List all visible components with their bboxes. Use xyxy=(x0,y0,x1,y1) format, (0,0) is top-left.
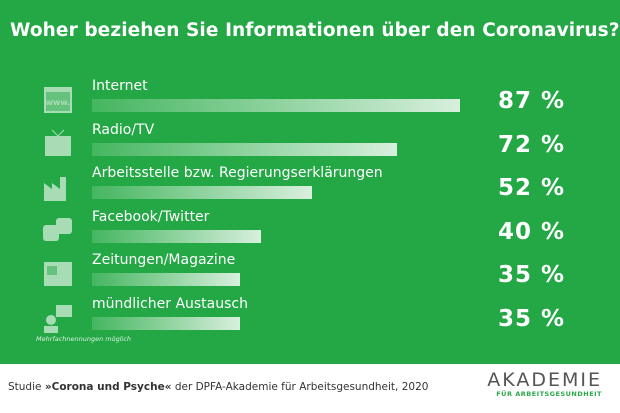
category-label: Arbeitsstelle bzw. Regierungserklärungen xyxy=(92,165,383,181)
category-label: Zeitungen/Magazine xyxy=(92,252,236,268)
factory-icon xyxy=(44,177,66,201)
category-label: Radio/TV xyxy=(92,121,155,138)
value-label: 87 % xyxy=(497,88,565,114)
bar xyxy=(92,229,262,243)
bar xyxy=(92,186,312,199)
chart-panel: Woher beziehen Sie Informationen über de… xyxy=(0,0,620,364)
source-text: Studie »Corona und Psyche« der DPFA-Akad… xyxy=(8,381,428,393)
source-suffix: der DPFA-Akademie für Arbeitsgesundheit,… xyxy=(171,381,429,393)
bar-row: www. Internet 87 % xyxy=(0,78,620,133)
social-media-icon xyxy=(43,217,72,241)
bar xyxy=(92,316,241,330)
bar-row: Facebook/Twitter 40 % xyxy=(0,209,620,264)
bar xyxy=(92,273,241,286)
category-label: Facebook/Twitter xyxy=(92,208,210,225)
chart-title: Woher beziehen Sie Informationen über de… xyxy=(10,20,620,41)
tv-icon xyxy=(45,129,71,156)
conversation-icon xyxy=(44,304,72,333)
bar-row: Arbeitsstelle bzw. Regierungserklärungen… xyxy=(0,165,620,220)
value-label: 35 % xyxy=(497,262,565,288)
www-browser-icon: www. xyxy=(44,87,72,113)
value-label: 52 % xyxy=(497,175,565,201)
footnote: Mehrfachnennungen möglich xyxy=(36,335,132,343)
bar-row: mündlicher Austausch 35 % xyxy=(0,296,620,351)
bar-row: Zeitungen/Magazine 35 % xyxy=(0,252,620,307)
newspaper-icon xyxy=(44,262,72,286)
bar xyxy=(92,142,397,156)
value-label: 72 % xyxy=(497,131,565,158)
svg-text:www.: www. xyxy=(46,98,71,107)
akademie-logo: AKADEMIE FÜR ARBEITSGESUNDHEIT xyxy=(487,370,602,398)
value-label: 35 % xyxy=(497,305,565,332)
value-label: 40 % xyxy=(497,218,565,245)
category-label: Internet xyxy=(92,78,148,94)
logo-line1: AKADEMIE xyxy=(487,369,602,391)
logo-line2: FÜR ARBEITSGESUNDHEIT xyxy=(496,390,602,398)
category-label: mündlicher Austausch xyxy=(92,295,248,312)
source-prefix: Studie xyxy=(8,381,45,393)
bar xyxy=(92,99,460,112)
source-study-name: »Corona und Psyche« xyxy=(44,381,172,393)
bar-row: Radio/TV 72 % xyxy=(0,122,620,177)
